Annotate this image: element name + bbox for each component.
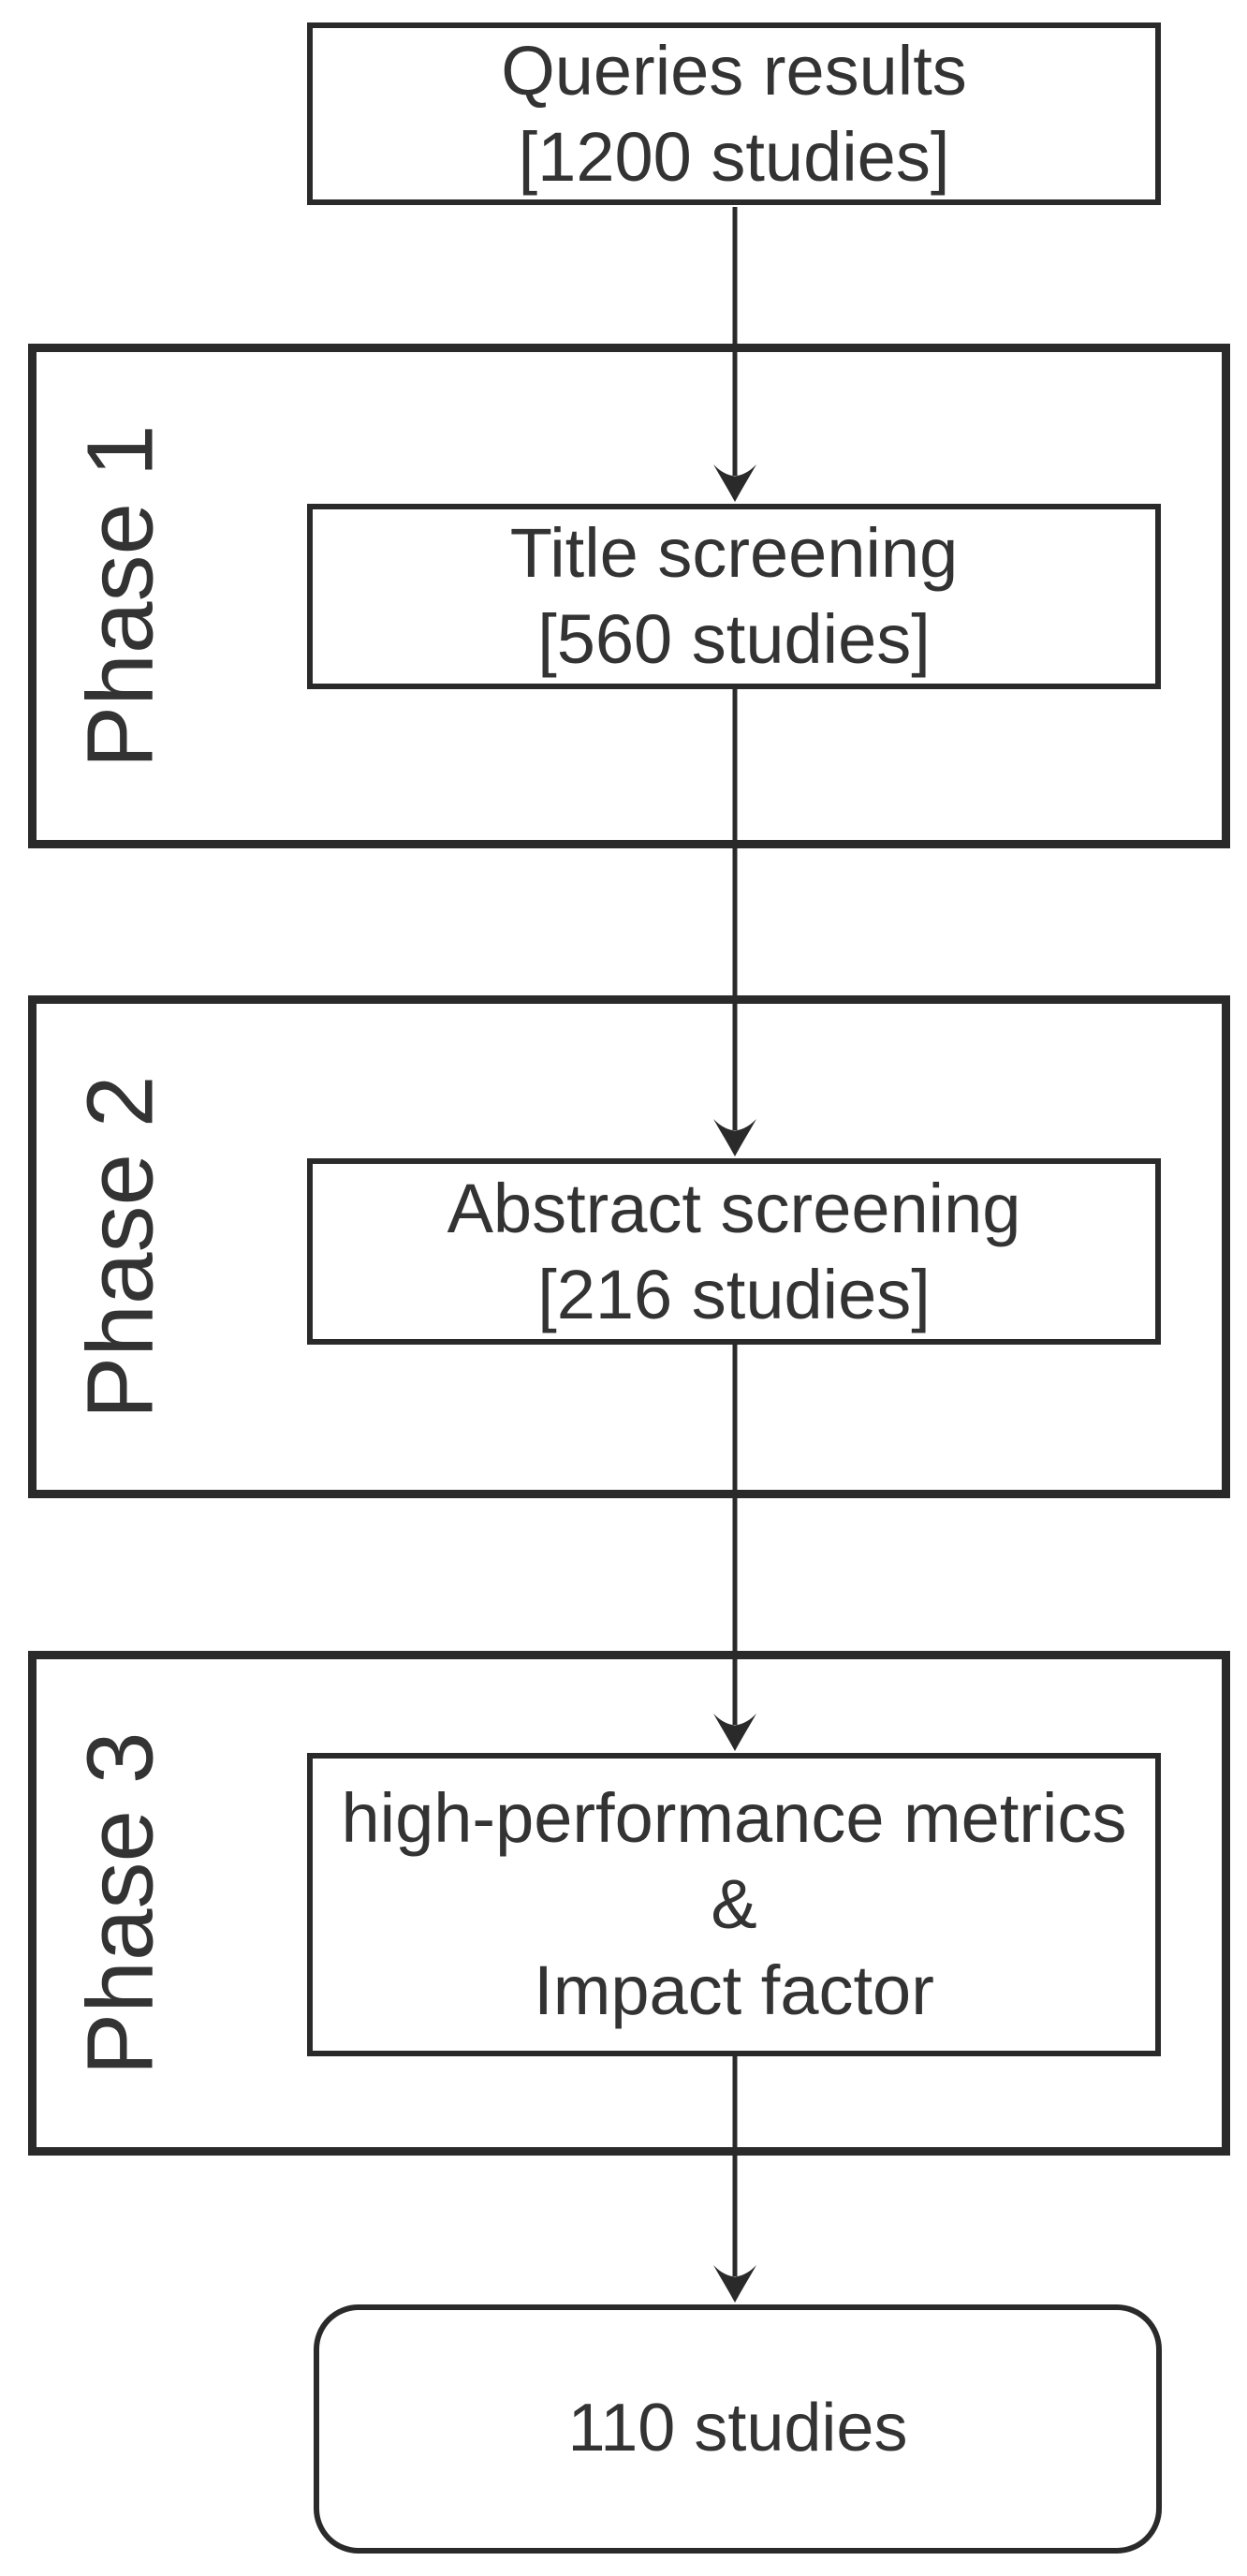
- title-screening-line1: Title screening: [509, 514, 959, 593]
- end-node-110-studies: 110 studies: [314, 2304, 1162, 2554]
- phase-2-label: Phase 2: [67, 1075, 173, 1420]
- title-screening-node: Title screening [560 studies]: [307, 504, 1161, 689]
- abstract-screening-line1: Abstract screening: [447, 1169, 1021, 1247]
- metrics-impact-node: high-performance metrics & Impact factor: [307, 1753, 1161, 2056]
- start-node-line2: [1200 studies]: [518, 117, 950, 196]
- phase-1-label: Phase 1: [67, 424, 173, 769]
- phase-3-label: Phase 3: [67, 1731, 173, 2076]
- metrics-line2: &: [711, 1865, 757, 1944]
- abstract-screening-line2: [216 studies]: [537, 1255, 931, 1333]
- arrowhead-down-icon: [713, 2265, 756, 2303]
- end-node-line1: 110 studies: [567, 2391, 908, 2466]
- title-screening-line2: [560 studies]: [537, 600, 931, 678]
- abstract-screening-node: Abstract screening [216 studies]: [307, 1158, 1161, 1345]
- start-node-line1: Queries results: [501, 31, 967, 110]
- metrics-line3: Impact factor: [534, 1950, 934, 2029]
- metrics-line1: high-performance metrics: [341, 1779, 1127, 1858]
- start-node-queries-results: Queries results [1200 studies]: [307, 22, 1161, 205]
